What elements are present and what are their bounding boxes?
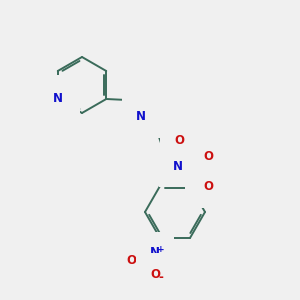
- Text: N: N: [53, 92, 63, 106]
- Text: O: O: [203, 181, 213, 194]
- Text: N: N: [136, 110, 146, 124]
- Text: O: O: [150, 268, 160, 281]
- Text: N: N: [173, 160, 183, 172]
- Text: -: -: [159, 272, 164, 284]
- Text: N: N: [150, 247, 160, 260]
- Text: S: S: [199, 166, 207, 178]
- Text: O: O: [174, 134, 184, 146]
- Text: O: O: [126, 254, 136, 266]
- Text: O: O: [203, 151, 213, 164]
- Text: H: H: [128, 112, 136, 122]
- Text: +: +: [157, 244, 165, 253]
